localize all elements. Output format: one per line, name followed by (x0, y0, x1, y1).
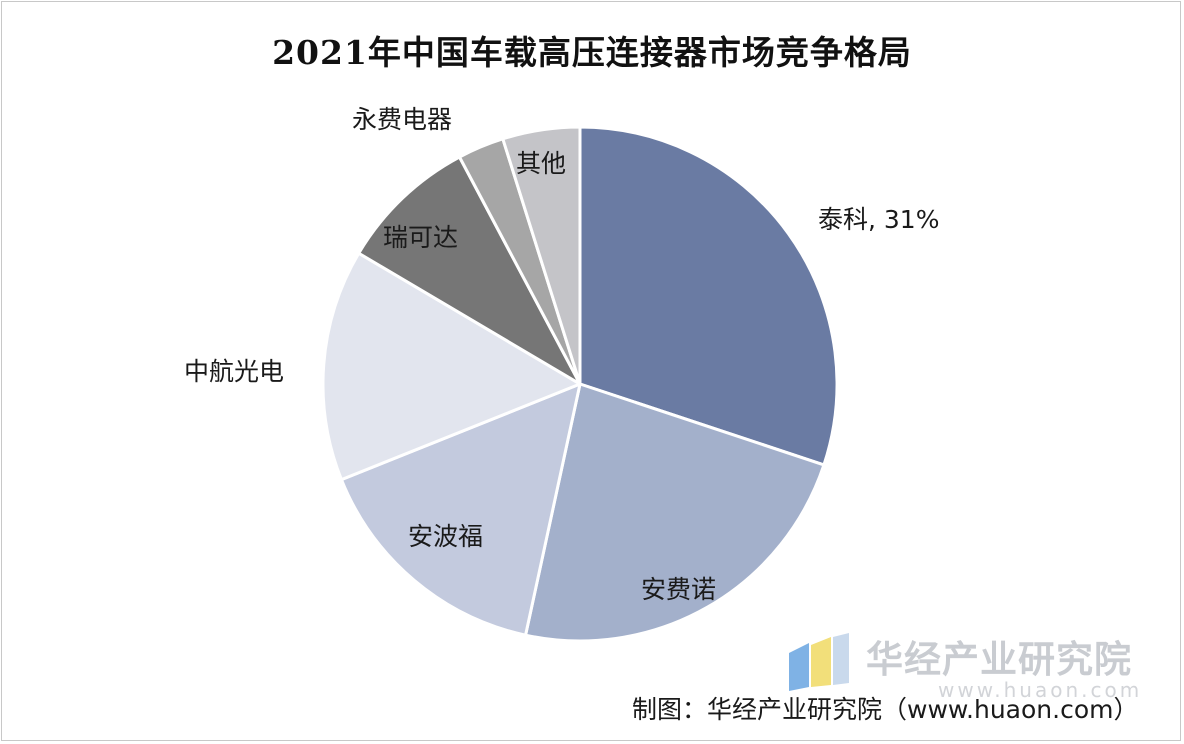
slice-label-1: 泰科, 31% (818, 205, 939, 234)
pie-slice-5 (357, 155, 582, 386)
watermark-brand: 华经产业研究院 (866, 638, 1132, 681)
source-note: 制图：华经产业研究院（www.huaon.com） (632, 695, 1139, 724)
slice-label-6: 永费电器 (352, 105, 452, 134)
watermark-url: www.huaon.com (938, 678, 1143, 702)
slice-label-3: 安波福 (408, 522, 483, 551)
pie-slice-4 (321, 251, 582, 482)
watermark-logo-icon (789, 633, 849, 691)
pie-slice-2 (524, 382, 826, 643)
pie-slice-1 (578, 125, 839, 467)
slice-label-5: 瑞可达 (383, 223, 458, 252)
pie-slice-7 (501, 125, 582, 386)
slice-label-4: 中航光电 (184, 357, 284, 386)
slice-label-2: 安费诺 (641, 575, 716, 604)
slice-label-7: 其他 (516, 149, 566, 178)
pie-slice-3 (339, 382, 582, 637)
chart-title: 2021年中国车载高压连接器市场竞争格局 (272, 33, 912, 72)
